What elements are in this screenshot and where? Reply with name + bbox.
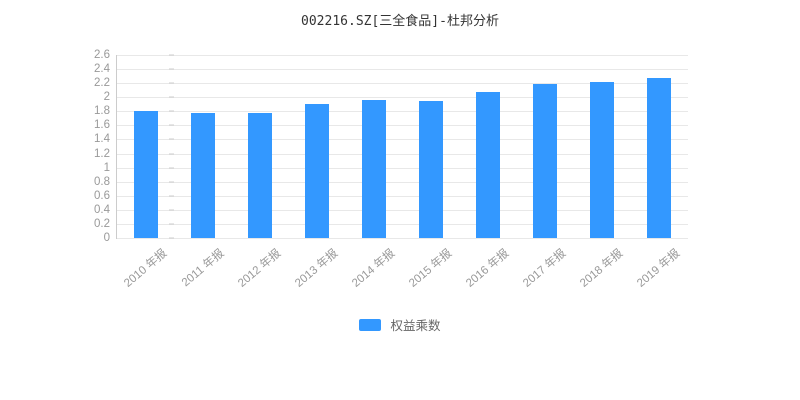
- y-axis-tick-label: 0.2: [94, 217, 110, 230]
- y-axis-tick-mark: [169, 110, 174, 112]
- y-axis-tick-mark: [169, 153, 174, 155]
- y-axis-tick-label: 0.6: [94, 189, 110, 202]
- gridline: [117, 139, 688, 141]
- y-axis-tick-mark: [169, 209, 174, 211]
- y-axis-tick-label: 0: [103, 232, 110, 244]
- gridline: [117, 209, 688, 211]
- bar[interactable]: [533, 83, 558, 238]
- y-axis-tick-label: 2.2: [94, 77, 110, 90]
- gridline: [117, 153, 688, 155]
- gridline: [117, 195, 688, 197]
- y-axis-tick-mark: [169, 237, 174, 239]
- legend-color-swatch[interactable]: [359, 318, 382, 331]
- bar[interactable]: [419, 101, 444, 238]
- y-axis: 0 0.2 0.4 0.6 0.8 1 1.2 1.4 1.6 1.8 2 2.2 2.4 2.6: [58, 49, 174, 244]
- bar[interactable]: [304, 103, 329, 238]
- y-axis-tick-mark: [169, 223, 174, 225]
- gridline: [117, 111, 688, 113]
- gridline: [117, 181, 688, 183]
- y-axis-tick-mark: [169, 96, 174, 98]
- legend: 权益乘数: [0, 315, 800, 334]
- y-axis-tick-label: 1.8: [94, 105, 110, 118]
- x-axis-tick-label: 2016 年报: [464, 247, 512, 290]
- bar[interactable]: [476, 92, 501, 238]
- grid-lines: [117, 55, 688, 239]
- bar-series-equity-multiplier: [117, 55, 688, 238]
- gridline: [117, 83, 688, 85]
- gridline: [117, 238, 688, 239]
- x-axis-tick-label: 2011 年报: [179, 247, 227, 290]
- plot-area: [117, 55, 688, 239]
- x-axis-tick-label: 2014 年报: [349, 247, 398, 290]
- y-axis-tick-mark: [169, 68, 174, 70]
- y-axis-tick-mark: [169, 54, 174, 56]
- bar[interactable]: [247, 112, 272, 238]
- y-axis-tick-mark: [169, 138, 174, 140]
- y-axis-tick-label: 0.8: [94, 175, 110, 188]
- gridline: [117, 55, 688, 56]
- y-axis-tick-label: 2: [103, 91, 110, 104]
- y-axis-tick-mark: [169, 82, 174, 84]
- legend-item-label[interactable]: 权益乘数: [390, 319, 441, 333]
- y-axis-tick-label: 1.2: [94, 147, 110, 160]
- y-axis-tick-mark: [169, 181, 174, 183]
- y-axis-tick-label: 2.4: [94, 63, 110, 76]
- y-axis-line: [116, 55, 117, 239]
- page-title: 002216.SZ[三全食品]-杜邦分析: [301, 14, 499, 29]
- gridline: [117, 223, 688, 225]
- y-axis-tick-label: 2.6: [94, 49, 110, 61]
- bar[interactable]: [190, 112, 215, 238]
- x-axis: 2010 年报 2011 年报 2012 年报 2013 年报 2014 年报 2015 …: [117, 239, 688, 299]
- x-axis-tick-label: 2013 年报: [292, 247, 341, 290]
- gridline: [117, 167, 688, 169]
- y-axis-tick-label: 1.6: [94, 119, 110, 132]
- y-axis-tick-label: 0.4: [94, 203, 110, 216]
- y-axis-tick-label: 1: [103, 161, 110, 174]
- y-axis-tick-mark: [169, 195, 174, 197]
- bar[interactable]: [647, 77, 672, 238]
- gridline: [117, 69, 688, 71]
- bar[interactable]: [590, 81, 615, 238]
- y-axis-tick-mark: [169, 167, 174, 169]
- gridline: [117, 125, 688, 127]
- y-axis-tick-mark: [169, 124, 174, 126]
- bar[interactable]: [133, 111, 158, 238]
- x-axis-tick-label: 2019 年报: [635, 247, 683, 290]
- y-axis-tick-label: 1.4: [94, 133, 110, 146]
- x-axis-tick-label: 2015 年报: [407, 247, 455, 290]
- x-axis-tick-label: 2010 年报: [121, 247, 169, 290]
- x-axis-tick-label: 2018 年报: [578, 247, 626, 290]
- bar[interactable]: [361, 100, 386, 238]
- x-axis-tick-label: 2017 年报: [521, 247, 569, 290]
- x-axis-tick-label: 2012 年报: [235, 247, 284, 290]
- gridline: [117, 97, 688, 99]
